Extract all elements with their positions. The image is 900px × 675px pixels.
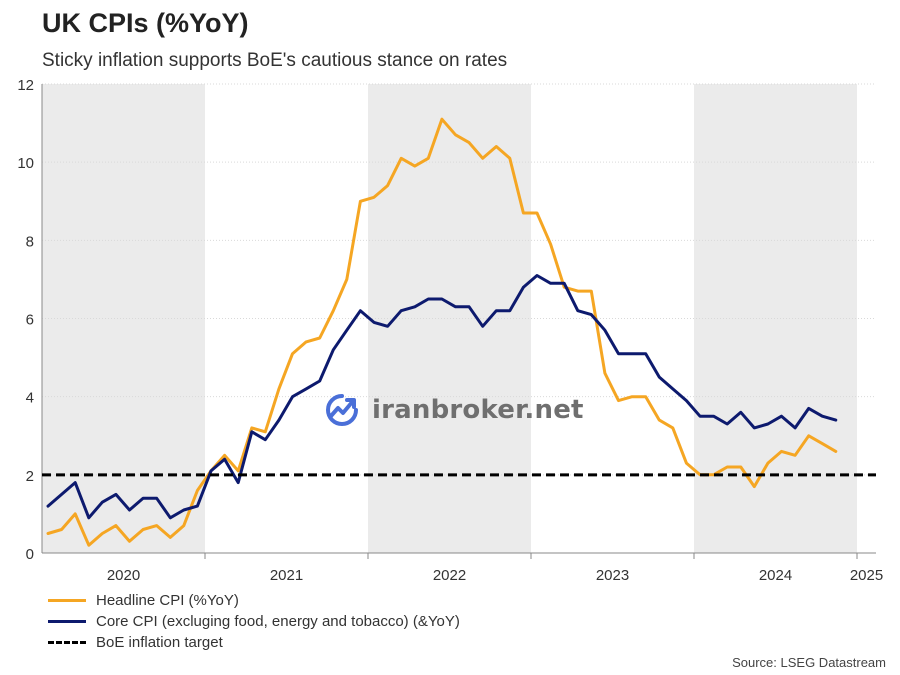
- y-tick-label-4: 4: [26, 390, 34, 407]
- x-tick-label-2021: 2021: [270, 567, 303, 584]
- source-note: Source: LSEG Datastream: [732, 655, 886, 670]
- y-tick-label-0: 0: [26, 546, 34, 563]
- legend-swatch-headline: [48, 599, 86, 602]
- y-tick-label-10: 10: [17, 155, 34, 172]
- y-tick-label-2: 2: [26, 468, 34, 485]
- legend-swatch-target: [48, 641, 86, 644]
- series-lines: [42, 117, 876, 547]
- x-tick-label-2023: 2023: [596, 567, 629, 584]
- legend-item-core: Core CPI (excluging food, energy and tob…: [48, 611, 460, 632]
- y-tick-label-12: 12: [17, 77, 34, 94]
- legend: Headline CPI (%YoY) Core CPI (excluging …: [48, 590, 460, 653]
- legend-label-core: Core CPI (excluging food, energy and tob…: [96, 613, 460, 630]
- legend-swatch-core: [48, 620, 86, 623]
- x-tick-label-2025: 2025: [850, 567, 883, 584]
- y-tick-label-8: 8: [26, 233, 34, 250]
- year-bands: [42, 84, 857, 553]
- chart-subtitle: Sticky inflation supports BoE's cautious…: [42, 50, 508, 71]
- x-tick-label-2024: 2024: [759, 567, 792, 584]
- trend-chart-icon: [326, 394, 358, 426]
- watermark: iranbroker.net: [322, 392, 584, 428]
- legend-label-target: BoE inflation target: [96, 634, 223, 651]
- legend-label-headline: Headline CPI (%YoY): [96, 592, 239, 609]
- legend-item-headline: Headline CPI (%YoY): [48, 590, 460, 611]
- axes: 0 2 4 6 8 10 12 2020 2021 2022 2023 2024 2025: [17, 77, 883, 584]
- chart-title: UK CPIs (%YoY): [42, 8, 249, 38]
- x-tick-label-2020: 2020: [107, 567, 140, 584]
- watermark-text: iranbroker.net: [372, 395, 584, 425]
- y-tick-label-6: 6: [26, 312, 34, 329]
- year-band-2024: [694, 84, 857, 553]
- grid-lines: [42, 83, 876, 476]
- x-tick-label-2022: 2022: [433, 567, 466, 584]
- series-line-core: [46, 274, 838, 520]
- legend-item-target: BoE inflation target: [48, 632, 460, 653]
